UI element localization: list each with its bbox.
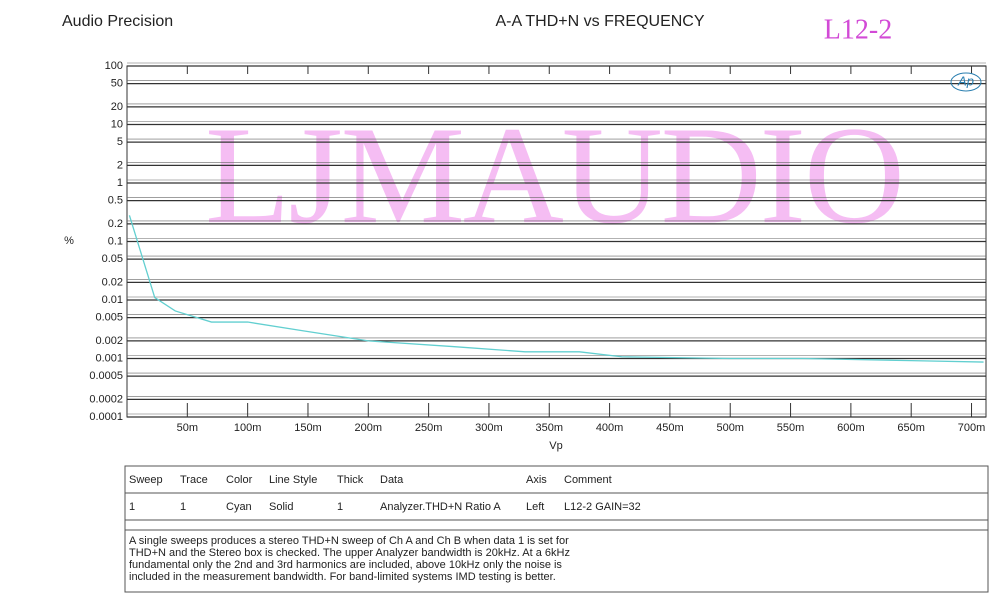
table-cell: Analyzer.THD+N Ratio A [380, 501, 501, 513]
note-line: A single sweeps produces a stereo THD+N … [129, 535, 569, 547]
x-tick-label: 700m [958, 422, 986, 434]
y-tick-label: 100 [105, 60, 123, 72]
table-cell: 1 [129, 501, 135, 513]
note-line: included in the measurement bandwidth. F… [129, 571, 556, 583]
table-cell: Solid [269, 501, 293, 513]
y-tick-label: 0.1 [108, 235, 123, 247]
logo-ring [950, 72, 982, 92]
x-tick-label: 150m [294, 422, 322, 434]
y-tick-label: 0.005 [95, 312, 123, 324]
y-tick-label: 0.5 [108, 195, 123, 207]
y-tick-label: 0.002 [95, 335, 123, 347]
table-cell: Cyan [226, 501, 252, 513]
x-tick-label: 550m [777, 422, 805, 434]
logo: Ap [957, 73, 974, 88]
y-axis-label: % [64, 235, 74, 247]
note-line: THD+N and the Stereo box is checked. The… [129, 547, 570, 559]
y-tick-label: 0.0001 [89, 411, 123, 423]
y-tick-label: 1 [117, 177, 123, 189]
y-tick-label: 0.01 [102, 294, 123, 306]
x-tick-label: 300m [475, 422, 503, 434]
tag: L12-2 [824, 14, 892, 45]
x-tick-label: 50m [177, 422, 198, 434]
x-tick-label: 400m [596, 422, 624, 434]
note-line: fundamental only the 2nd and 3rd harmoni… [129, 559, 562, 571]
y-tick-label: 0.0005 [89, 370, 123, 382]
y-tick-label: 0.05 [102, 253, 123, 265]
x-tick-label: 600m [837, 422, 865, 434]
x-tick-label: 450m [656, 422, 684, 434]
y-tick-label: 0.001 [95, 352, 123, 364]
y-tick-label: 0.02 [102, 276, 123, 288]
table-frame [124, 465, 989, 593]
y-tick-label: 0.0002 [89, 393, 123, 405]
table-header: Sweep [129, 474, 163, 486]
table-header: Axis [526, 474, 547, 486]
table-cell: L12-2 GAIN=32 [564, 501, 641, 513]
x-tick-label: 250m [415, 422, 443, 434]
trace [128, 215, 984, 363]
table-header: Thick [337, 474, 364, 486]
brand: Audio Precision [62, 13, 173, 30]
y-tick-label: 10 [111, 118, 123, 130]
x-tick-label: 100m [234, 422, 262, 434]
table-cell: 1 [180, 501, 186, 513]
table-header: Comment [564, 474, 612, 486]
x-tick-label: 650m [897, 422, 925, 434]
chart-title: A-A THD+N vs FREQUENCY [495, 13, 704, 30]
x-tick-label: 350m [535, 422, 563, 434]
table-header: Data [380, 474, 404, 486]
y-tick-label: 0.2 [108, 218, 123, 230]
table-cell: Left [526, 501, 544, 513]
x-tick-label: 500m [716, 422, 744, 434]
table-header: Line Style [269, 474, 317, 486]
x-axis-label: Vp [549, 440, 562, 452]
table-header: Trace [180, 474, 208, 486]
y-tick-label: 50 [111, 78, 123, 90]
x-tick-label: 200m [355, 422, 383, 434]
table-header: Color [226, 474, 253, 486]
y-tick-label: 5 [117, 136, 123, 148]
y-tick-label: 20 [111, 101, 123, 113]
y-tick-label: 2 [117, 159, 123, 171]
table-cell: 1 [337, 501, 343, 513]
